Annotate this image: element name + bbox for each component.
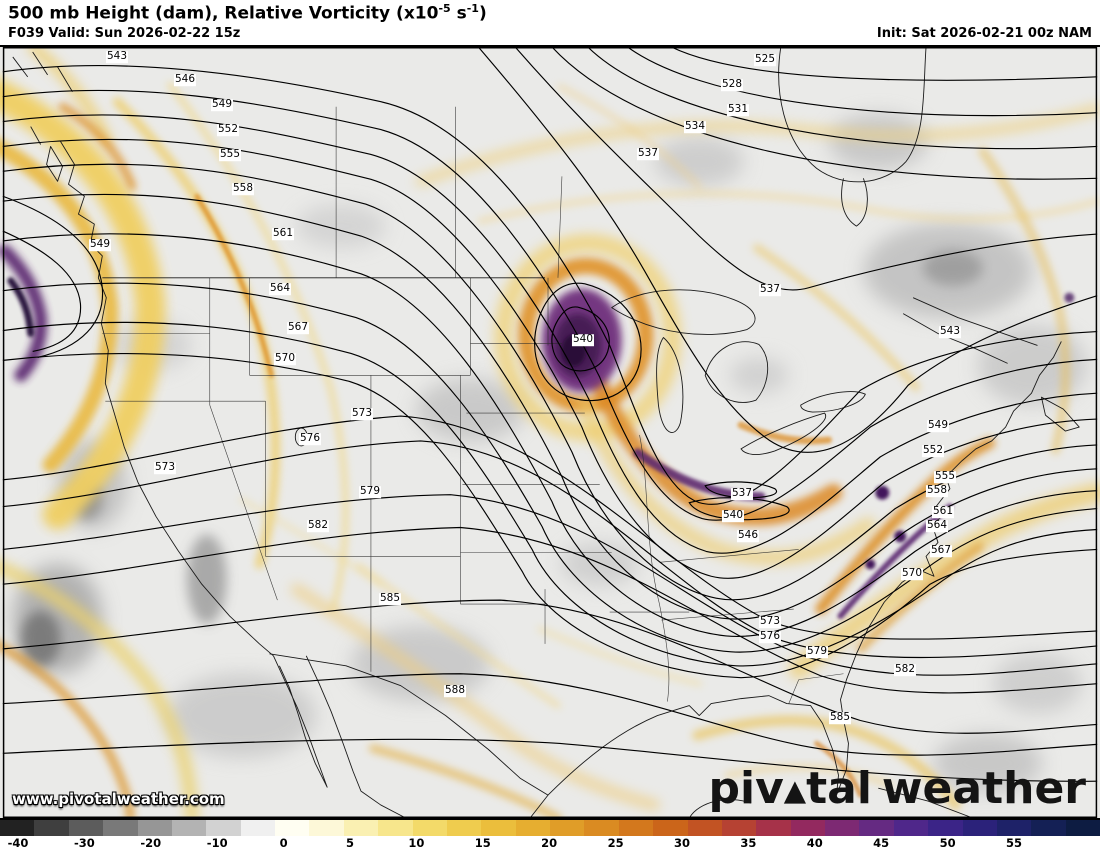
colorbar-segment <box>687 820 722 836</box>
colorbar-segment <box>756 820 791 836</box>
colorbar-segment <box>412 820 447 836</box>
colorbar-tick-20: 20 <box>541 836 558 850</box>
colorbar-tick-35: 35 <box>740 836 757 850</box>
colorbar-segment <box>68 820 104 836</box>
colorbar-segment <box>481 820 516 836</box>
colorbar-tick-15: 15 <box>474 836 491 850</box>
map-area: 543 546 549 552 555 558 561 564 567 570 573 576 579 5… <box>0 45 1100 820</box>
valid-time-label: F039 Valid: Sun 2026-02-22 15z <box>8 26 241 41</box>
colorbar-tick-50: 50 <box>939 836 956 850</box>
init-time-label: Init: Sat 2026-02-21 00z NAM <box>876 26 1092 41</box>
page-title: 500 mb Height (dam), Relative Vorticity … <box>8 2 487 24</box>
colorbar-tick-45: 45 <box>873 836 890 850</box>
colorbar-segment <box>653 820 688 836</box>
weather-map-canvas <box>0 47 1100 818</box>
colorbar-tick--10: -10 <box>206 836 228 850</box>
colorbar-segment <box>275 820 310 836</box>
colorbar-segment <box>515 820 550 836</box>
colorbar-tick-5: 5 <box>345 836 355 850</box>
geography-borders <box>12 47 1080 818</box>
colorbar-segment <box>171 820 207 836</box>
colorbar-segment <box>859 820 894 836</box>
vorticity-shading-negative <box>12 113 1088 794</box>
colorbar-tick-25: 25 <box>607 836 624 850</box>
colorbar-segment <box>1065 820 1100 836</box>
colorbar-segment <box>550 820 585 836</box>
colorbar-segment <box>206 820 241 836</box>
colorbar-segment <box>378 820 413 836</box>
colorbar-segment <box>790 820 825 836</box>
colorbar-tick-10: 10 <box>408 836 425 850</box>
colorbar-segment <box>893 820 929 836</box>
colorbar-segment <box>137 820 172 836</box>
colorbar-segment <box>446 820 482 836</box>
map-border <box>2 47 1098 818</box>
logo-triangle-icon: ▲ <box>783 773 807 807</box>
colorbar-segment <box>928 820 963 836</box>
colorbar-segment <box>721 820 757 836</box>
colorbar-segment <box>996 820 1032 836</box>
colorbar-tick-30: 30 <box>673 836 691 850</box>
colorbar-segment <box>962 820 997 836</box>
colorbar-tick-row: -40 -30 -20 -10 0 5 10 15 20 25 30 35 40 45 50 55 <box>0 836 1100 850</box>
colorbar-segment <box>103 820 138 836</box>
header: 500 mb Height (dam), Relative Vorticity … <box>0 0 1100 45</box>
site-url: www.pivotalweather.com <box>12 790 225 808</box>
colorbar-segment <box>618 820 654 836</box>
colorbar-tick-40: 40 <box>806 836 823 850</box>
state-borders <box>102 106 844 704</box>
colorbar-tick-0: 0 <box>279 836 288 850</box>
colorbar-segment <box>1031 820 1066 836</box>
colorbar-segment <box>343 820 379 836</box>
colorbar-segment <box>34 820 69 836</box>
colorbar-strip <box>0 820 1100 836</box>
colorbar-segment <box>309 820 344 836</box>
colorbar-segment <box>825 820 860 836</box>
colorbar-tick--40: -40 <box>7 836 29 850</box>
meta-line: F039 Valid: Sun 2026-02-22 15z Init: Sat… <box>0 26 1100 41</box>
colorbar-segment <box>0 820 35 836</box>
colorbar-segment <box>240 820 275 836</box>
height-contours <box>2 47 1098 782</box>
pivotal-weather-logo: piv▲tal weather <box>708 763 1087 814</box>
colorbar-tick-55: 55 <box>1005 836 1023 850</box>
colorbar-tick--30: -30 <box>74 836 95 850</box>
colorbar-tick--20: -20 <box>140 836 162 850</box>
vorticity-colorbar: -40 -30 -20 -10 0 5 10 15 20 25 30 35 40 45 50 55 <box>0 820 1100 850</box>
colorbar-segment <box>584 820 619 836</box>
